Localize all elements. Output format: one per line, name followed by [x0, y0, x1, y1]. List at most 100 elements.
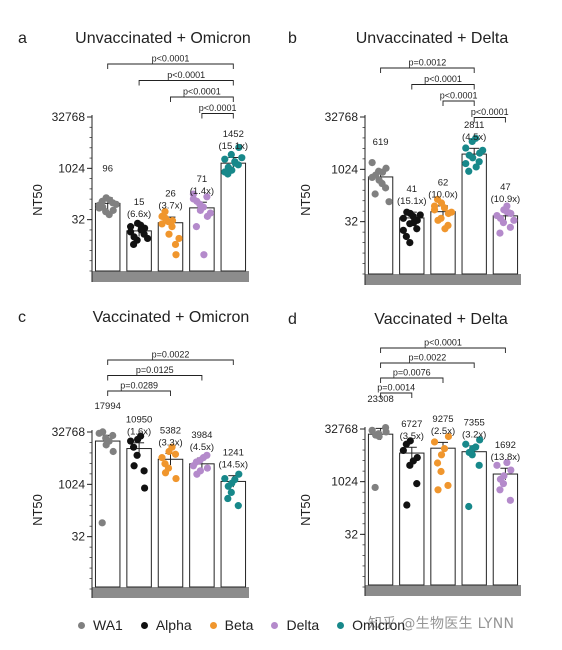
panel-c-point-wa1 [109, 447, 117, 456]
panel-b-comparison-bracket [411, 84, 475, 90]
panel-c-title: Vaccinated + Omicron [93, 309, 250, 326]
panel-d-comparison-bracket [380, 377, 444, 383]
panel-c-ytick-label-32: 32 [72, 530, 86, 544]
panel-d-point-omicron [475, 461, 483, 469]
panel-c-value-label-wa1: 17994 [94, 401, 120, 412]
panel-a-bar-omicron [220, 162, 247, 272]
panel-d-fold-label-omicron: (3.2x) [462, 430, 486, 441]
panel-a-point-alpha [130, 240, 138, 249]
panel-b-comparison-label: p<0.0001 [424, 74, 462, 84]
panel-b-point-wa1 [368, 173, 376, 182]
panel-b-fold-label-alpha: (15.1x) [397, 196, 427, 207]
legend-label-alpha: Alpha [155, 617, 192, 633]
panel-c-point-alpha [130, 462, 138, 470]
panel-d-bar-omicron [461, 451, 487, 586]
panel-b-ylabel: NT50 [298, 184, 313, 216]
panel-a-point-beta [168, 217, 177, 225]
panel-d-value-label-delta: 1692 [495, 440, 516, 451]
panel-c-point-alpha [127, 437, 135, 445]
panel-b-letter: b [288, 30, 297, 47]
panel-d-comparison-bracket [380, 362, 475, 368]
panel-b-comparison-bracket [380, 67, 475, 73]
panel-c-point-beta [171, 450, 180, 458]
panel-c-bar-wa1 [94, 440, 121, 588]
panel-a-point-delta [199, 203, 207, 211]
panel-b-point-omicron [462, 159, 470, 168]
panel-a-comparison-bracket [201, 113, 234, 119]
panel-d-fold-label-beta: (2.5x) [431, 426, 455, 437]
panel-c-point-omicron [231, 476, 239, 484]
panel-d-point-wa1 [382, 428, 390, 436]
panel-b-point-alpha [410, 219, 418, 227]
panel-d-comparison-bracket [380, 347, 506, 353]
panel-d-value-label-beta: 9275 [432, 414, 453, 425]
panel-a-point-delta [203, 193, 211, 201]
panel-d-point-wa1 [372, 431, 380, 439]
panel-d-point-wa1 [371, 483, 379, 492]
panel-a-comparison-label: p<0.0001 [199, 103, 237, 113]
panel-a-comparison-bracket [170, 96, 234, 102]
panel-d-comparison-label: p<0.0001 [424, 338, 462, 348]
panel-d-comparison-label: p=0.0014 [377, 383, 415, 393]
panel-b-comparison-label: p=0.0012 [409, 58, 447, 68]
panel-a-point-omicron [227, 150, 235, 159]
panel-d-point-beta [437, 467, 445, 476]
panel-d-point-omicron [465, 448, 473, 457]
panel-b-point-beta [434, 216, 442, 224]
panel-a-ytick-label-32768: 32768 [52, 110, 86, 124]
panel-a-point-wa1 [95, 201, 103, 209]
panel-c-comparison-label: p=0.0289 [120, 381, 158, 391]
panel-d-comparison-label: p=0.0076 [393, 368, 431, 378]
panel-b-point-wa1 [378, 168, 387, 176]
panel-d-bar-wa1 [367, 433, 394, 586]
panel-b-point-wa1 [385, 198, 393, 206]
legend-label-wa1: WA1 [93, 617, 123, 633]
panel-d-fold-label-delta: (13.8x) [491, 452, 521, 463]
panel-c-value-label-omicron: 1241 [223, 447, 244, 458]
panel-a-comparison-label: p<0.0001 [152, 54, 190, 64]
panel-b-point-delta [496, 229, 504, 237]
panel-d-point-delta [493, 461, 501, 469]
panel-b-fold-label-beta: (10.0x) [428, 190, 458, 201]
panel-a-point-delta [189, 190, 198, 198]
panel-a-comparison-bracket [138, 80, 234, 86]
panel-c-point-wa1 [99, 428, 107, 436]
panel-d-value-label-alpha: 6727 [401, 419, 422, 430]
panel-c-point-omicron [234, 502, 242, 510]
panel-a-title: Unvaccinated + Omicron [75, 30, 251, 47]
panel-d-value-label-wa1: 23308 [367, 394, 393, 405]
panel-c-fold-label-alpha: (1.6x) [127, 427, 151, 438]
panel-d-point-delta [507, 466, 515, 474]
legend-item-wa1: WA1 [78, 617, 123, 633]
panel-a-point-omicron [221, 168, 229, 176]
panel-a-point-alpha [130, 233, 138, 241]
panel-d-point-alpha [403, 501, 411, 509]
panel-d-point-delta [503, 458, 511, 467]
panel-d-ylabel: NT50 [298, 494, 313, 526]
panel-c-point-omicron [235, 470, 243, 478]
panel-c-comparison-bracket [107, 390, 171, 396]
panel-c-comparison-bracket [107, 375, 203, 381]
panel-b-point-omicron [465, 167, 473, 175]
panel-c-ytick-label-1024: 1024 [58, 477, 85, 491]
panel-c-point-wa1 [105, 437, 113, 445]
legend-marker-delta [271, 621, 279, 629]
panel-b-point-delta [506, 223, 514, 231]
panel-a-comparison-label: p<0.0001 [183, 87, 221, 97]
panel-a-comparison-bracket [107, 63, 234, 69]
panel-b-value-label-wa1: 619 [373, 137, 389, 148]
panel-c-point-alpha [140, 467, 148, 475]
panel-c-point-omicron [227, 488, 235, 497]
panel-d-comparison-bracket [380, 392, 413, 398]
panel-a-point-beta [171, 240, 180, 249]
panel-c-point-beta [172, 474, 180, 483]
panel-d-bar-alpha [399, 452, 425, 586]
panel-c-point-alpha [137, 432, 145, 440]
panel-b-point-omicron [462, 144, 470, 152]
panel-c-point-wa1 [98, 519, 106, 527]
panel-b-point-beta [430, 202, 439, 210]
panel-d-letter: d [288, 311, 297, 328]
panel-b-comparison-label: p<0.0001 [471, 107, 509, 117]
legend-label-beta: Beta [224, 617, 254, 633]
panel-b-point-alpha [399, 226, 407, 234]
